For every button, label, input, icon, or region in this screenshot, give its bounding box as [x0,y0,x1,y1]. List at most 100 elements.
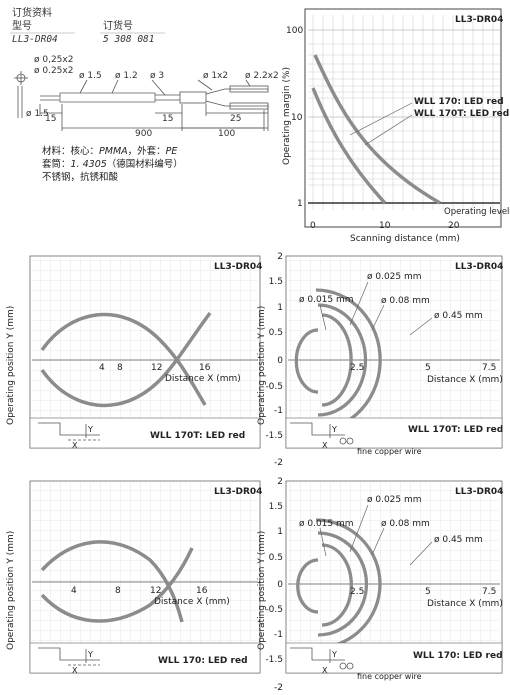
fish-bottom-x-tick-4: 4 [71,586,77,596]
dim-025x2-b: ø 0.25x2 [34,66,73,76]
dim-1x2: ø 1x2 [203,71,228,81]
rings-top-wire-label: fine copper wire [357,447,422,456]
margin-y-tick-1: 1 [297,199,303,209]
rings-bottom-caption: WLL 170: LED red [413,651,503,661]
fish-bottom-x-label: Distance X (mm) [154,597,230,607]
ring-top-015 [294,328,319,394]
ring-bottom-045 [315,518,382,650]
rings-bottom-label-015: ø 0.015 mm [299,519,354,529]
fish-top-x-tick-8: 8 [117,363,123,373]
len-25: 25 [230,114,241,124]
ring-bottom-08 [317,531,369,637]
rings-bottom-y-tick-1: 1 [277,527,283,537]
margin-y-tick-100: 100 [286,26,303,36]
rings-top-x-tick-7-5: 7.5 [482,363,496,373]
fish-bottom-y-label: Operating position Y (mm) [6,531,16,650]
rings-bottom-label-08: ø 0.08 mm [381,519,430,529]
rings-bottom-y-tick-0: 0 [277,580,283,590]
margin-x-tick-10: 10 [379,221,391,231]
rings-bottom-sensor-sketch [290,647,354,670]
fish-top-title: LL3-DR04 [214,262,262,272]
fish-top-axis-x: X [72,441,78,450]
fish-bottom-axis-y: Y [87,650,93,659]
rings-top-label-025: ø 0.025 mm [367,272,422,282]
margin-curve-label-2: WLL 170T: LED red [414,109,509,119]
len-15-b: 15 [162,114,173,124]
rings-top-y-tick-m2: -2 [274,458,283,468]
margin-x-tick-0: 0 [310,221,316,231]
len-900: 900 [135,129,152,139]
rings-top-y-tick-0: 0 [277,356,283,366]
rings-chart-top: Y X LL3-DR04 ø 0.015 mm ø 0.025 mm ø 0.0… [257,252,503,468]
margin-title: LL3-DR04 [455,15,503,25]
rings-top-x-tick-2-5: 2.5 [350,363,364,373]
fish-top-y-label: Operating position Y (mm) [6,306,16,425]
rings-bottom-y-tick-m1-5: -1.5 [265,655,283,665]
order-no-value: 5 308 081 [103,34,154,45]
rings-top-label-08: ø 0.08 mm [381,296,430,306]
order-data-label: 订货资料 [12,6,52,19]
model-label: 型号 [12,19,32,32]
rings-top-y-label: Operating position Y (mm) [257,306,267,425]
order-no-label: 订货号 [103,19,133,32]
rings-bottom-wire-label: fine copper wire [357,672,422,681]
operating-margin-chart: LL3-DR04 WLL 170: LED red WLL 170T: LED … [282,8,509,244]
fish-bottom-x-tick-16: 16 [196,586,208,596]
ring-bottom-015 [296,558,319,614]
materials-line-1: 材料：核心：PMMA，外套：PE [42,145,177,157]
dim-1-5: ø 1.5 [79,71,102,81]
dim-1-2: ø 1.2 [115,71,138,81]
rings-bottom-axis-x: X [322,666,328,675]
fish-top-upper-curve [40,312,207,406]
margin-curve-wll170 [311,87,387,205]
rings-bottom-label-025: ø 0.025 mm [367,495,422,505]
rings-bottom-y-tick-m2: -2 [274,683,283,693]
ring-top-08 [317,303,368,417]
fish-bottom-lower-curve [40,547,194,623]
model-value: LL3-DR04 [12,34,58,45]
rings-chart-bottom: Y X LL3-DR04 ø 0.015 mm ø 0.025 mm ø 0.0… [257,477,503,693]
fish-bottom-sensor-sketch [38,647,100,666]
rings-bottom-x-tick-7-5: 7.5 [482,587,496,597]
ring-top-025 [321,313,353,407]
margin-y-tick-10: 10 [291,113,303,123]
rings-top-title: LL3-DR04 [455,262,503,272]
rings-top-y-tick-m1: -1 [274,406,283,416]
rings-top-x-label: Distance X (mm) [427,375,503,385]
fish-bottom-title: LL3-DR04 [214,487,262,497]
order-info: 订货资料 型号 LL3-DR04 订货号 5 308 081 [10,6,165,45]
fish-top-x-tick-4: 4 [99,363,105,373]
fish-top-x-tick-16: 16 [199,363,211,373]
operating-level-label: Operating level [444,207,509,217]
rings-top-y-tick-m0-5: -0.5 [265,382,283,392]
dim-2-2x2: ø 2.2x2 [245,71,279,81]
len-15-a: 15 [45,114,56,124]
rings-bottom-x-tick-2-5: 2.5 [350,587,364,597]
rings-top-caption: WLL 170T: LED red [408,425,503,435]
dim-tip-1-5: ø 1.5 [26,109,49,119]
fish-top-sensor-sketch [38,422,100,441]
margin-x-label: Scanning distance (mm) [350,234,460,244]
rings-top-sensor-sketch [290,422,354,445]
fish-top-axis-y: Y [87,425,93,434]
fish-top-x-tick-12: 12 [151,363,162,373]
rings-top-label-015: ø 0.015 mm [299,295,354,305]
rings-top-label-045: ø 0.45 mm [434,311,483,321]
fish-top-caption: WLL 170T: LED red [150,431,245,441]
margin-curve-label-1: WLL 170: LED red [414,97,504,107]
rings-top-y-tick-2: 2 [277,252,283,262]
margin-x-tick-20: 20 [448,221,460,231]
rings-top-axis-y: Y [331,425,337,434]
margin-y-label: Operating margin (%) [282,67,292,165]
rings-top-y-tick-0-5: 0.5 [269,328,283,338]
rings-bottom-y-tick-m1: -1 [274,630,283,640]
margin-curve-wll170t [313,54,441,205]
dim-3: ø 3 [150,71,164,81]
fish-bottom-axis-x: X [72,666,78,675]
rings-bottom-x-label: Distance X (mm) [427,599,503,609]
materials-line-3: 不锈钢，抗锈和酸 [42,171,119,183]
rings-bottom-x-tick-5: 5 [425,587,431,597]
fish-top-lower-curve [40,311,212,408]
len-100: 100 [218,129,235,139]
